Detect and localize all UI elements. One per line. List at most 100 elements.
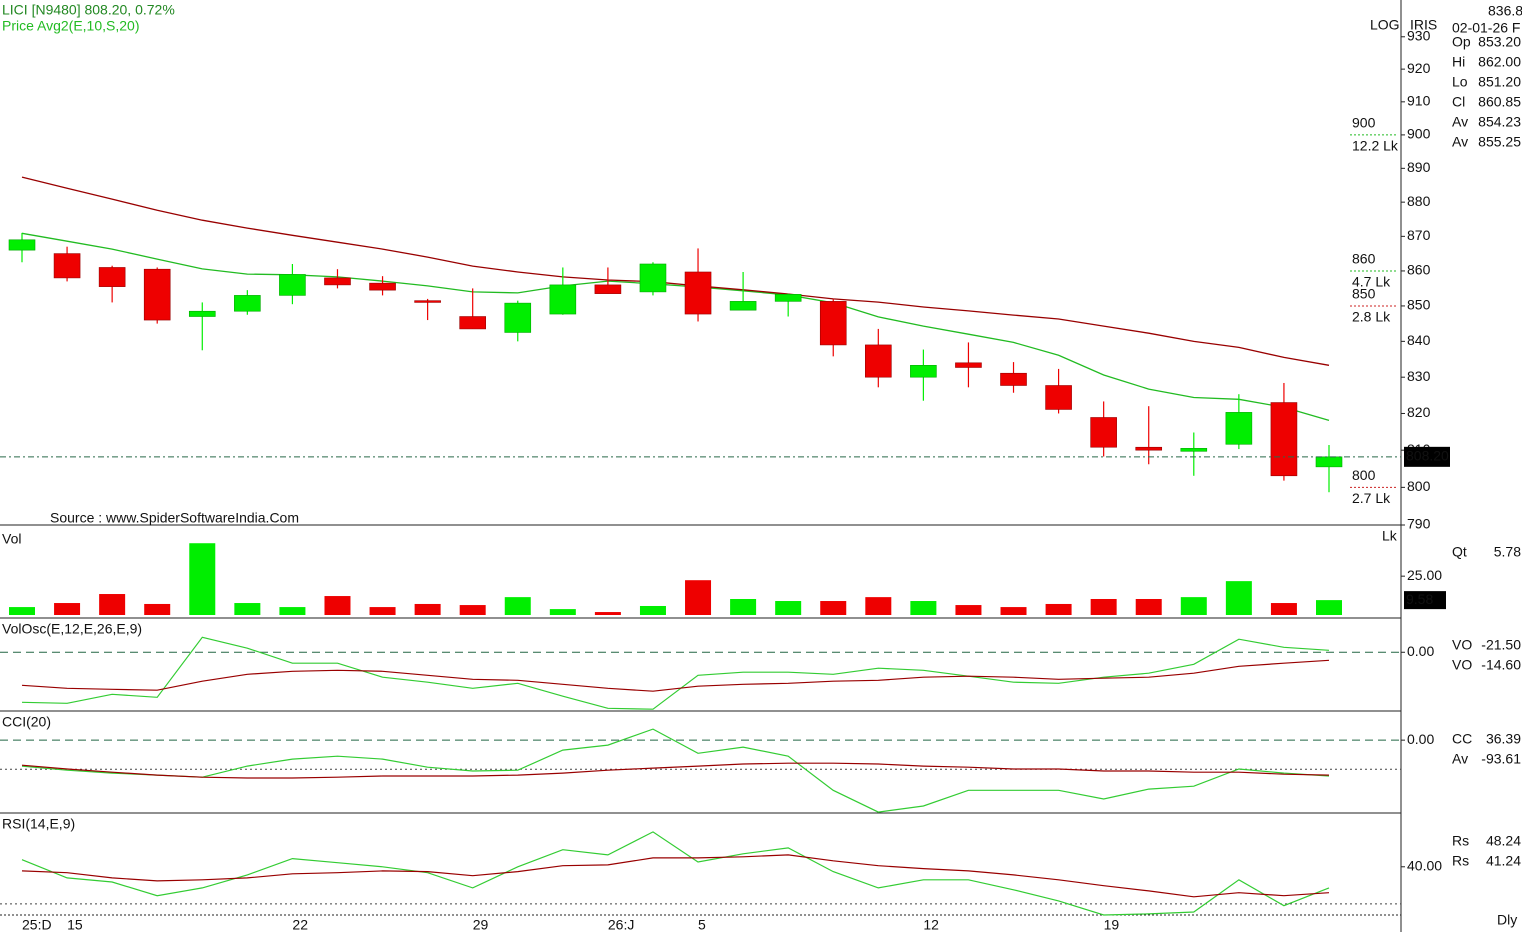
candle-body [774,294,802,302]
readout-label: Qt [1452,544,1467,560]
volume-bar [1090,598,1117,615]
candle-body [414,300,441,303]
volume-bar [1270,603,1297,615]
volume-bar [234,603,261,615]
volume-bar [414,603,441,615]
volume-bar [865,597,892,615]
volume-bar [369,607,396,615]
y-tick-label: 910 [1407,93,1431,109]
cursor-price: 836.83 [1488,3,1522,19]
readout-label: Rs [1452,853,1469,869]
volume-bar [1180,597,1207,615]
readout-label: Rs [1452,833,1469,849]
readout-value: 855.25 [1478,134,1521,150]
indicator-line [21,831,1330,916]
volume-bar [730,598,757,615]
readout-label: Av [1452,114,1468,130]
volume-bar [144,603,171,615]
candle-body [8,239,36,251]
profile-price: 900 [1352,115,1376,131]
volume-bar [279,607,306,615]
profile-volume: 2.8 Lk [1352,309,1391,325]
moving-average [21,176,1330,366]
volume-bar [955,605,982,615]
readout-value: 41.24 [1486,853,1521,869]
x-tick-label: 5 [698,917,706,932]
readout-value: 5.78 [1494,544,1521,560]
y-tick-label: 800 [1407,478,1431,494]
candle-body [324,277,351,286]
candle-body [819,301,847,346]
readout-value: 853.20 [1478,34,1521,50]
indicator-line [21,728,1330,813]
candle-body [1135,446,1163,451]
candle-body [1000,372,1027,386]
readout-label: Hi [1452,54,1465,70]
x-tick-label: 26:J [608,917,634,932]
candle-body [865,344,892,378]
x-tick-label: 22 [292,917,308,932]
candle-body [369,282,396,291]
candle-body [955,362,982,368]
candle-body [188,310,216,317]
y-tick-label: 25.00 [1407,567,1442,583]
readout-label: Av [1452,134,1468,150]
source: Source : www.SpiderSoftwareIndia.Com [50,510,299,526]
last-value-badge [1404,591,1446,610]
readout-label: VO [1452,657,1472,673]
candle-body [639,263,667,293]
interval-label: Dly [1497,912,1517,928]
profile-price: 850 [1352,286,1376,302]
volume-bar [9,607,35,615]
candle-body [1045,385,1072,410]
candle-body [549,284,577,315]
study-label: IRIS [1410,17,1437,33]
y-tick-label: 850 [1407,297,1431,313]
candle-body [53,253,81,279]
y-tick-label: 0.00 [1407,731,1434,747]
scale-label: LOG [1370,17,1400,33]
readout-value: 851.20 [1478,74,1521,90]
candle-body [1090,417,1117,448]
readout-value: 854.23 [1478,114,1521,130]
unit-label: Lk [1382,528,1398,544]
volume-bar [1225,581,1252,615]
candle-body [684,271,712,315]
volume-bar [459,605,486,615]
y-tick-label: 880 [1407,193,1431,209]
y-tick-label: 790 [1407,516,1431,532]
pane-title: CCI(20) [2,714,51,730]
candle-body [729,301,757,311]
y-tick-label: 830 [1407,368,1431,384]
y-tick-label: 890 [1407,159,1431,175]
candle-body [234,295,261,312]
y-tick-label: 870 [1407,227,1431,243]
last-price-badge [1404,446,1450,467]
candle-body [1180,448,1208,452]
volume-bar [549,609,576,615]
readout-label: Av [1452,751,1468,767]
indicator-line [21,762,1330,779]
profile-volume: 2.7 Lk [1352,490,1391,506]
y-tick-label: 820 [1407,404,1431,420]
readout-value: -93.61 [1481,751,1521,767]
last-value-label: 9.58 [1406,591,1433,607]
volume-bar [685,580,712,615]
volume-bar [1045,603,1072,615]
volume-bar [54,603,81,615]
readout-label: Cl [1452,94,1465,110]
indicator-line [21,659,1330,692]
volume-bar [820,601,847,615]
volume-bar [99,594,126,615]
chart-subtitle: Price Avg2(E,10,S,20) [2,18,139,34]
readout-label: CC [1452,731,1472,747]
indicator-line [21,854,1330,898]
readout-value: 36.39 [1486,731,1521,747]
candle-body [1270,402,1298,477]
readout-value: -21.50 [1481,637,1521,653]
volume-bar [324,596,351,615]
profile-volume: 12.2 Lk [1352,138,1399,154]
y-tick-label: 920 [1407,60,1431,76]
candle-body [504,302,532,333]
